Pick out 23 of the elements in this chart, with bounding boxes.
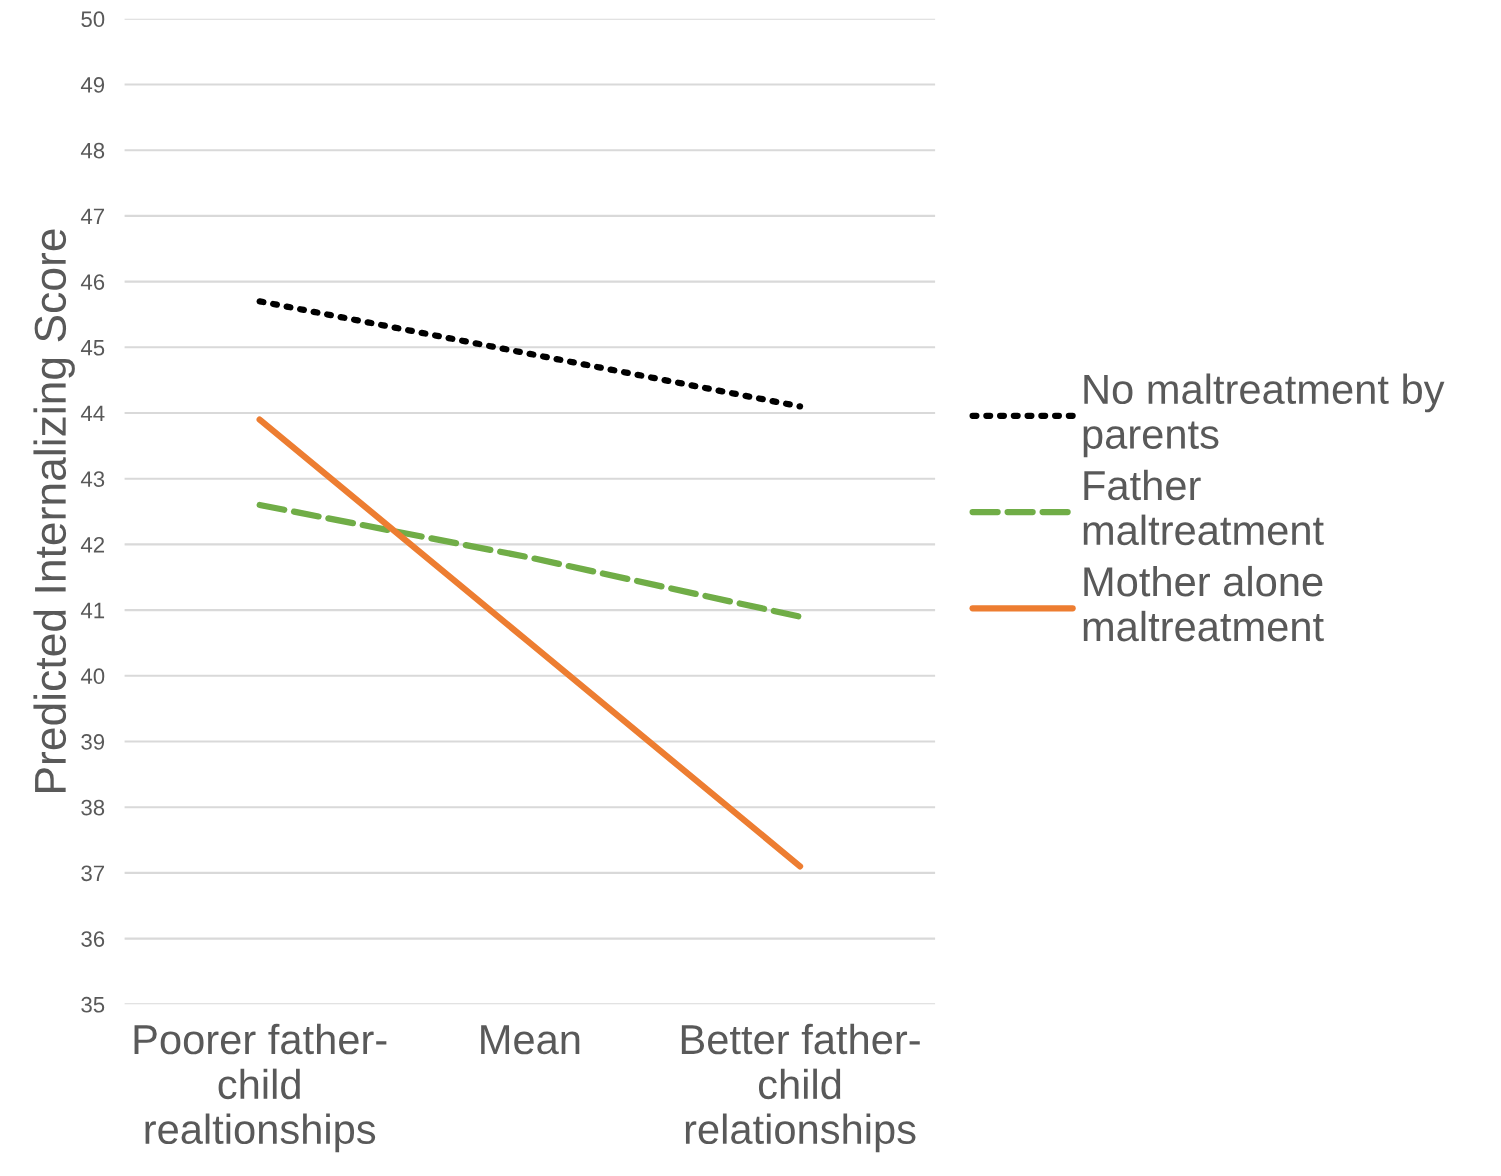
legend-label: Father maltreatment [1083, 469, 1324, 546]
y-tick-label: 50 [81, 11, 105, 28]
y-tick-label: 39 [81, 734, 105, 750]
y-tick-label: 48 [80, 142, 105, 159]
y-tick-label: 35 [81, 996, 105, 1013]
y-tick-label: 37 [81, 865, 105, 882]
y-tick-label: 43 [80, 471, 105, 487]
y-tick-label: 44 [80, 405, 105, 422]
y-tick-label: 41 [80, 602, 105, 619]
x-tick-label: Better father- child relationships [681, 1023, 920, 1153]
legend-label: No maltreatment by parents [1083, 373, 1445, 458]
y-tick-label: 38 [81, 799, 105, 816]
y-tick-label: 49 [80, 77, 105, 93]
x-tick-label: Mean [481, 1025, 580, 1055]
y-tick-label: 46 [80, 274, 105, 290]
y-tick-label: 40 [80, 668, 105, 685]
legend-label: Mother alone maltreatment [1083, 565, 1324, 642]
x-tick-label: Poorer father- child realtionships [134, 1023, 387, 1153]
y-tick-label: 42 [80, 536, 105, 553]
y-tick-label: 45 [80, 340, 105, 356]
y-tick-label: 47 [80, 208, 105, 224]
y-tick-label: 36 [81, 931, 105, 947]
y-axis-title: Predicted Internalizing Score [33, 229, 75, 792]
